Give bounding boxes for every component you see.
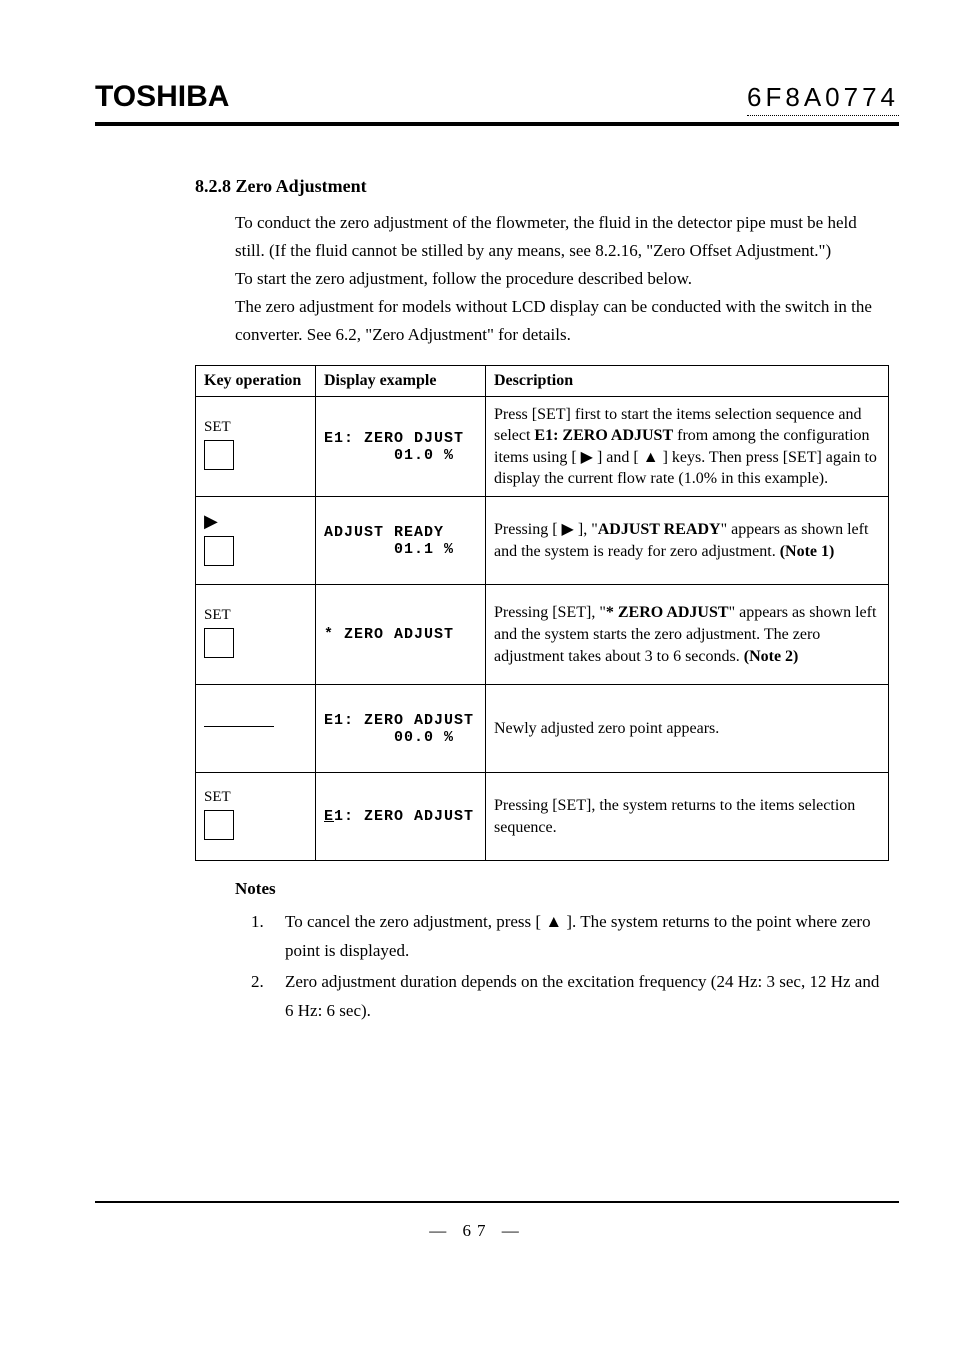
section-heading: 8.2.8 Zero Adjustment [195, 176, 889, 197]
display-cell: ADJUST READY 01.1 % [316, 497, 486, 585]
table-row: SET * ZERO ADJUST Pressing [SET], "* ZER… [196, 585, 889, 685]
table-row: ▶ ADJUST READY 01.1 % Pressing [ ▶ ], "A… [196, 497, 889, 585]
note-item: 1. To cancel the zero adjustment, press … [235, 908, 889, 966]
intro-line: The zero adjustment for models without L… [235, 293, 889, 349]
display-text: E1: ZERO ADJUST [324, 808, 477, 825]
display-cell: E1: ZERO DJUST 01.0 % [316, 397, 486, 497]
key-box-icon [204, 536, 234, 566]
page-footer: — 67 — [0, 1201, 954, 1241]
note-number: 1. [251, 908, 285, 966]
table-header-row: Key operation Display example Descriptio… [196, 366, 889, 397]
key-operation-cell [196, 685, 316, 773]
key-operation-cell: SET [196, 397, 316, 497]
document-number: 6F8A0774 [747, 82, 899, 116]
display-text: E1: ZERO ADJUST 00.0 % [324, 712, 477, 746]
procedure-table: Key operation Display example Descriptio… [195, 365, 889, 861]
right-arrow-icon: ▶ [204, 511, 307, 532]
col-header-desc: Description [486, 366, 889, 397]
description-cell: Press [SET] first to start the items sel… [486, 397, 889, 497]
display-text: ADJUST READY 01.1 % [324, 524, 477, 558]
section-title: Zero Adjustment [236, 176, 367, 196]
footer-rule [95, 1201, 899, 1203]
page-number: — 67 — [0, 1221, 954, 1241]
intro-paragraphs: To conduct the zero adjustment of the fl… [195, 209, 889, 349]
notes-section: Notes 1. To cancel the zero adjustment, … [195, 875, 889, 1025]
table-row: SET E1: ZERO ADJUST Pressing [SET], the … [196, 773, 889, 861]
description-cell: Pressing [SET], the system returns to th… [486, 773, 889, 861]
content-area: 8.2.8 Zero Adjustment To conduct the zer… [95, 176, 899, 1026]
col-header-key: Key operation [196, 366, 316, 397]
section-number: 8.2.8 [195, 176, 231, 196]
description-cell: Pressing [SET], "* ZERO ADJUST" appears … [486, 585, 889, 685]
brand-logo: TOSHIBA [95, 80, 229, 114]
key-box-icon [204, 440, 234, 470]
display-cell: E1: ZERO ADJUST 00.0 % [316, 685, 486, 773]
header-rule [95, 122, 899, 126]
table-row: E1: ZERO ADJUST 00.0 % Newly adjusted ze… [196, 685, 889, 773]
intro-line: To start the zero adjustment, follow the… [235, 265, 889, 293]
display-text: E1: ZERO DJUST 01.0 % [324, 430, 477, 464]
key-operation-cell: SET [196, 773, 316, 861]
intro-line: To conduct the zero adjustment of the fl… [235, 209, 889, 265]
note-number: 2. [251, 968, 285, 1026]
key-box-icon [204, 810, 234, 840]
key-operation-cell: SET [196, 585, 316, 685]
page-header: TOSHIBA 6F8A0774 [95, 80, 899, 116]
col-header-display: Display example [316, 366, 486, 397]
display-cell: * ZERO ADJUST [316, 585, 486, 685]
note-text: To cancel the zero adjustment, press [ ▲… [285, 908, 889, 966]
table-row: SET E1: ZERO DJUST 01.0 % Press [SET] fi… [196, 397, 889, 497]
key-label-set: SET [204, 607, 307, 624]
key-label-set: SET [204, 419, 307, 436]
display-text: * ZERO ADJUST [324, 626, 477, 643]
note-text: Zero adjustment duration depends on the … [285, 968, 889, 1026]
key-blank-line-icon [204, 726, 274, 727]
key-operation-cell: ▶ [196, 497, 316, 585]
display-cell: E1: ZERO ADJUST [316, 773, 486, 861]
description-cell: Newly adjusted zero point appears. [486, 685, 889, 773]
key-label-set: SET [204, 789, 307, 806]
notes-title: Notes [235, 875, 889, 904]
note-item: 2. Zero adjustment duration depends on t… [235, 968, 889, 1026]
description-cell: Pressing [ ▶ ], "ADJUST READY" appears a… [486, 497, 889, 585]
page: TOSHIBA 6F8A0774 8.2.8 Zero Adjustment T… [0, 0, 954, 1068]
key-box-icon [204, 628, 234, 658]
